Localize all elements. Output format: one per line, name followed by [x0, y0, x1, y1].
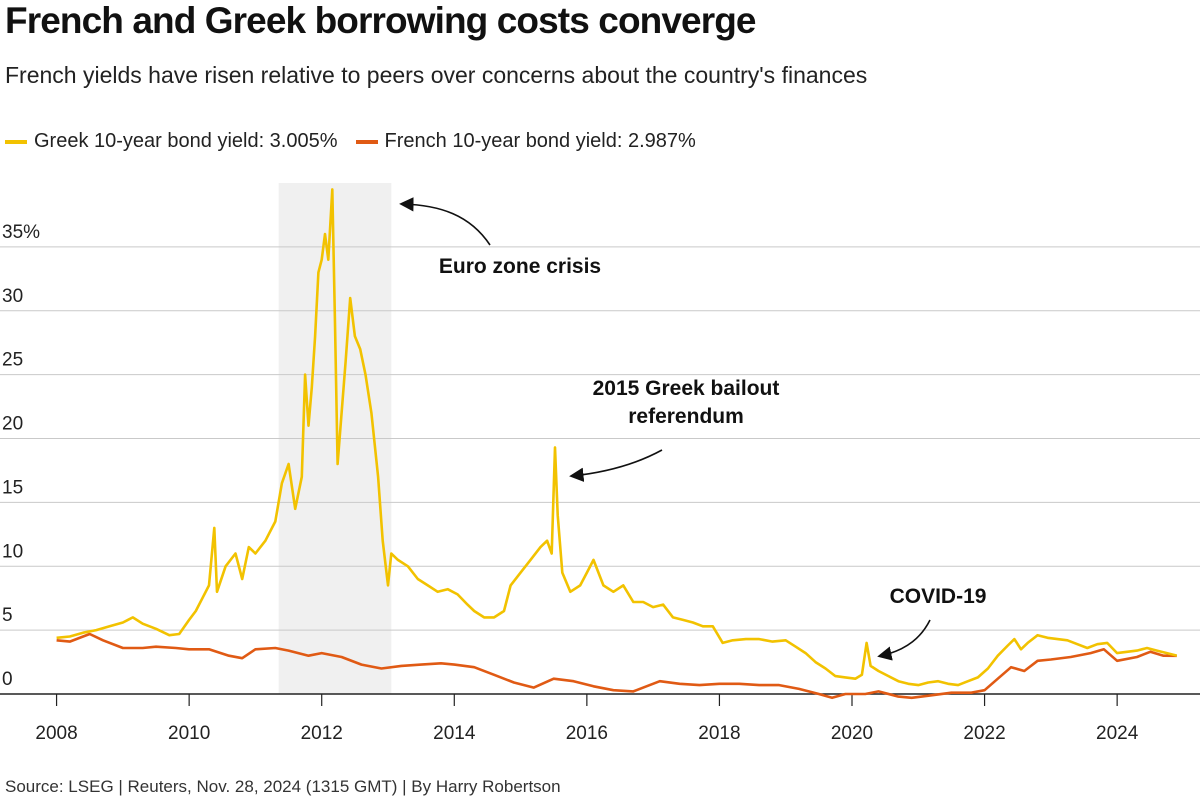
series-line-french [56, 632, 1177, 700]
legend-item-french: French 10-year bond yield: 2.987% [355, 130, 696, 153]
chart-subtitle: French yields have risen relative to pee… [5, 62, 868, 88]
x-tick-label: 2012 [301, 723, 343, 744]
y-tick-label: 25 [2, 350, 23, 371]
series-line-greek [56, 188, 1178, 687]
annotation-referendum-arrow [569, 449, 663, 482]
annotation-referendum-text: 2015 Greek bailout [593, 377, 780, 400]
annotation-referendum-text: referendum [628, 405, 744, 428]
y-axis-ticks: 0 5 10 15 20 25 30 35% [2, 222, 40, 690]
x-tick-label: 2008 [35, 723, 77, 744]
legend-label-greek: Greek 10-year bond yield: 3.005% [34, 130, 338, 152]
annotation-layer: Euro zone crisis 2015 Greek bailout refere… [399, 197, 987, 661]
legend-item-greek: Greek 10-year bond yield: 3.005% [5, 130, 338, 153]
annotation-covid-arrow [877, 619, 931, 661]
x-tick-label: 2022 [963, 723, 1005, 744]
y-tick-label: 35% [2, 222, 40, 243]
y-tick-label: 20 [2, 414, 23, 435]
annotation-euro-text: Euro zone crisis [439, 255, 601, 278]
y-tick-label: 30 [2, 286, 23, 307]
x-tick-label: 2016 [566, 723, 608, 744]
x-tick-label: 2014 [433, 723, 476, 744]
legend-swatch-greek [5, 139, 27, 144]
y-tick-label: 10 [2, 541, 23, 562]
x-tick-label: 2024 [1096, 723, 1139, 744]
chart-title: French and Greek borrowing costs converg… [5, 0, 756, 41]
x-tick-label: 2020 [831, 723, 873, 744]
series-layer [56, 188, 1178, 700]
annotation-covid-text: COVID-19 [890, 585, 987, 608]
x-tick-label: 2010 [168, 723, 210, 744]
x-tick-label: 2018 [698, 723, 740, 744]
legend: Greek 10-year bond yield: 3.005% French … [5, 130, 714, 153]
legend-swatch-french [355, 139, 378, 144]
y-tick-label: 0 [2, 669, 13, 690]
grid-layer [0, 246, 1200, 695]
source-note: Source: LSEG | Reuters, Nov. 28, 2024 (1… [5, 777, 561, 796]
y-tick-label: 5 [2, 605, 13, 626]
annotation-euro-arrow [399, 197, 491, 246]
y-tick-label: 15 [2, 477, 23, 498]
x-axis-ticks: 2008 2010 2012 2014 2016 2018 2020 2022 2024 [35, 694, 1139, 744]
legend-label-french: French 10-year bond yield: 2.987% [384, 130, 696, 152]
